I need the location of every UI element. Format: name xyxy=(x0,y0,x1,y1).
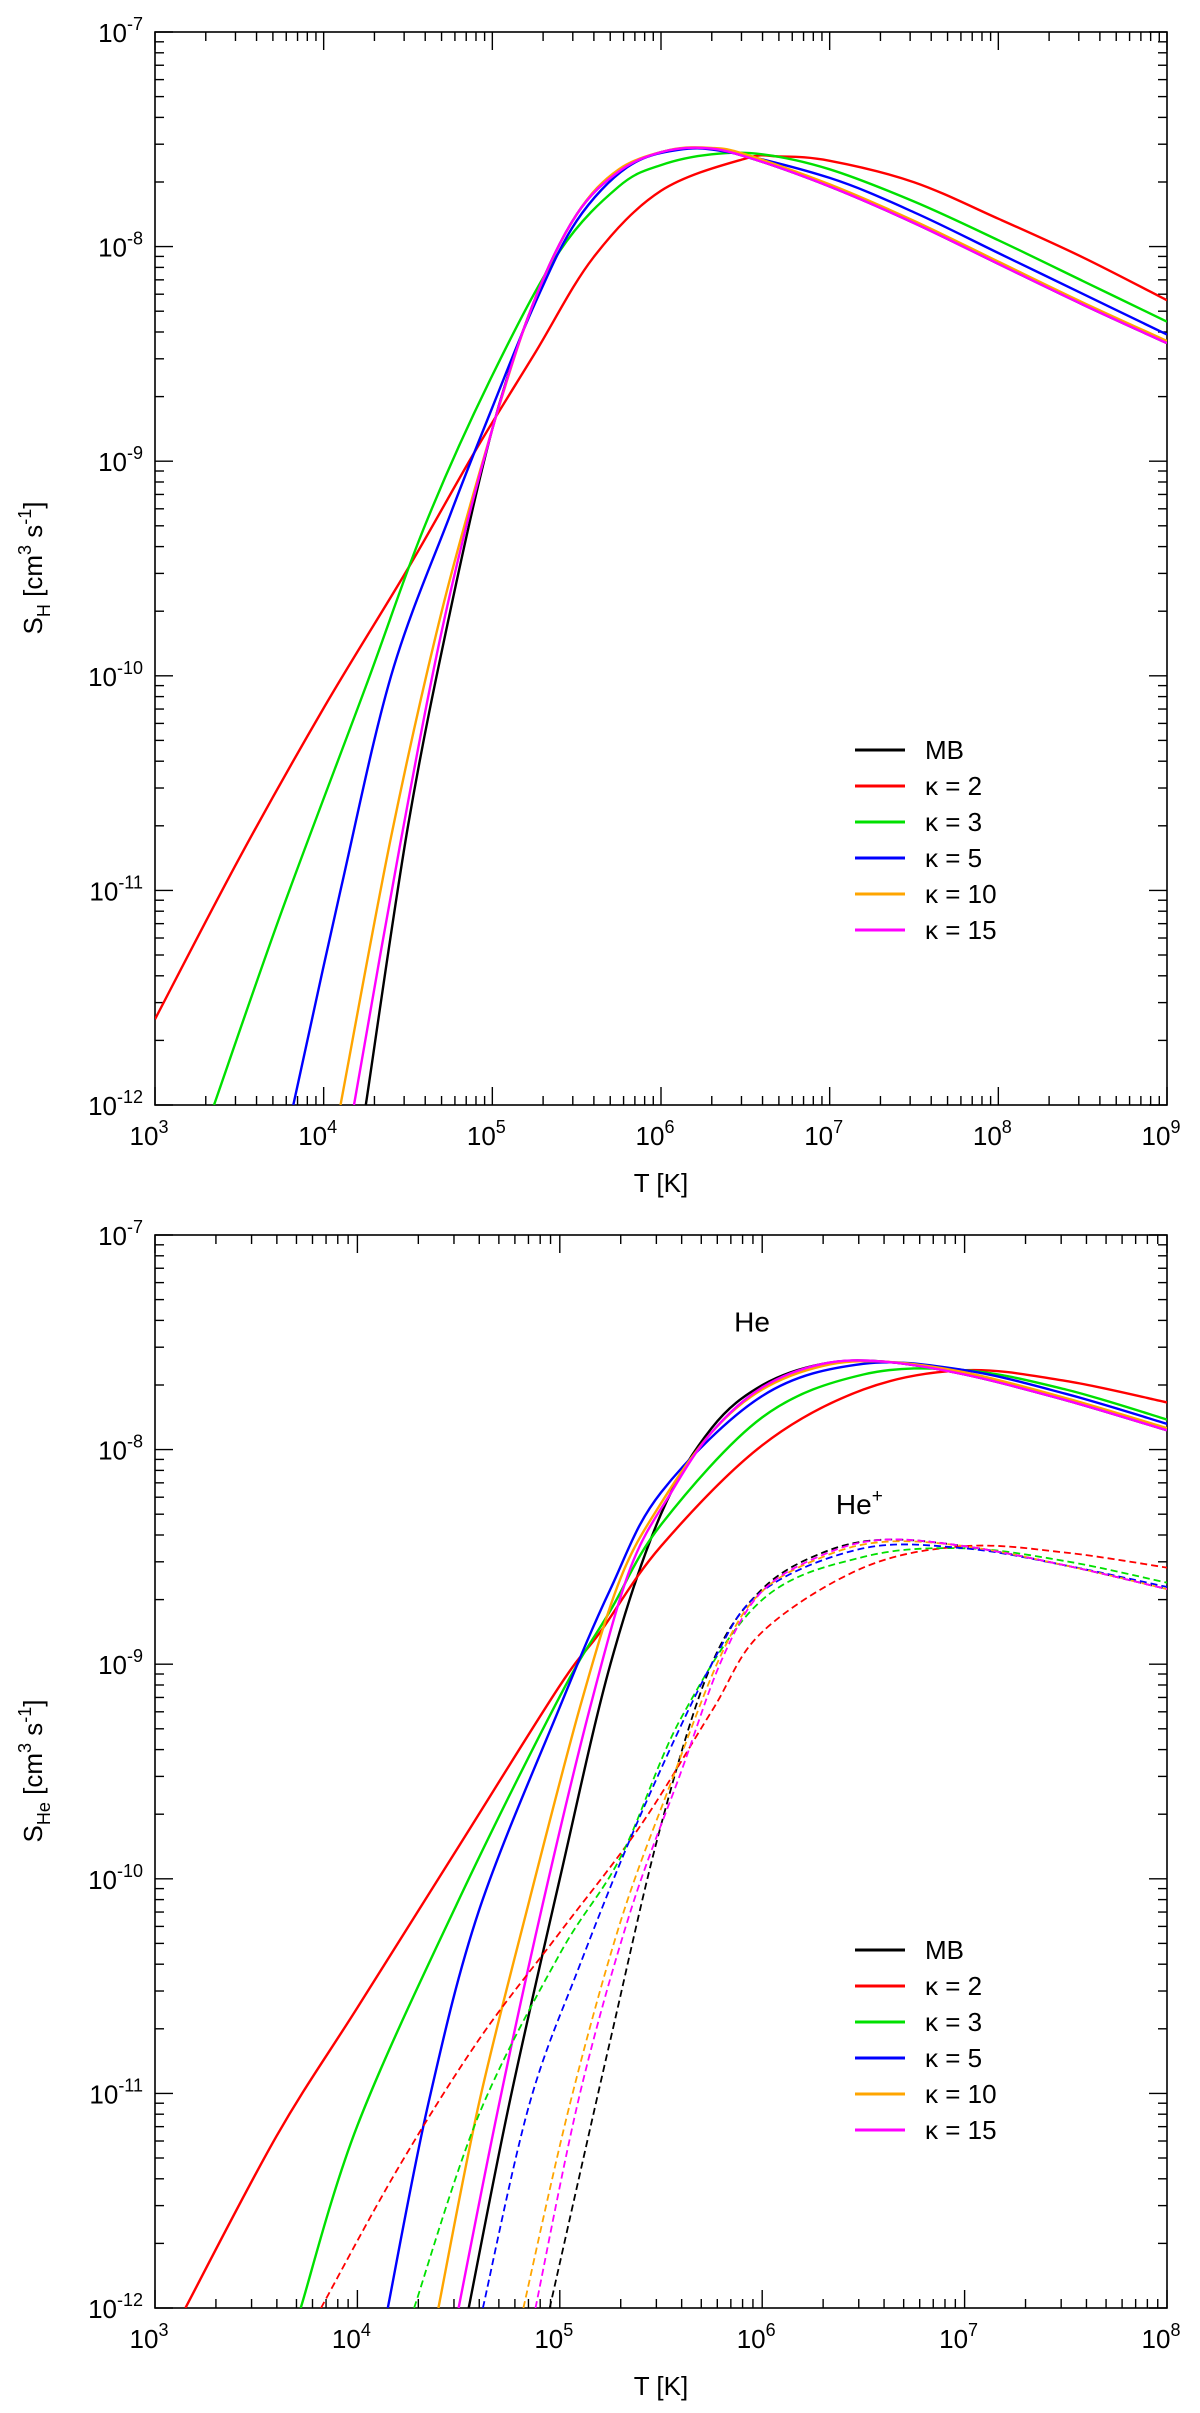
y-tick-label: 10-11 xyxy=(89,2075,143,2109)
x-axis-label: T [K] xyxy=(634,2371,688,2401)
series-line--5 xyxy=(292,147,1167,1105)
y-tick-label: 10-11 xyxy=(89,872,143,906)
series-line-he-2 xyxy=(184,1368,1167,2308)
y-tick-label: 10-12 xyxy=(88,2290,143,2324)
y-tick-label: 10-12 xyxy=(88,1087,143,1121)
legend-label: κ = 5 xyxy=(925,2043,982,2073)
legend-label: κ = 3 xyxy=(925,2007,982,2037)
y-tick-label: 10-7 xyxy=(98,14,143,48)
series-line-heplus-mb xyxy=(548,1538,1167,2308)
y-tick-label: 10-10 xyxy=(88,1861,143,1895)
legend-entry: κ = 15 xyxy=(855,915,997,945)
x-tick-label: 104 xyxy=(298,1117,337,1151)
plot-frame xyxy=(154,1234,1168,2309)
x-axis-label: T [K] xyxy=(634,1168,688,1198)
y-tick-label: 10-10 xyxy=(88,658,143,692)
legend-label: MB xyxy=(925,1935,964,1965)
y-axis-label: SH [cm3 s-1] xyxy=(15,502,54,635)
legend-label: κ = 3 xyxy=(925,807,982,837)
y-tick-label: 10-8 xyxy=(98,229,143,263)
x-tick-label: 104 xyxy=(332,2320,371,2354)
legend-entry: κ = 2 xyxy=(855,771,982,801)
legend-label: κ = 5 xyxy=(925,843,982,873)
x-tick-label: 105 xyxy=(534,2320,573,2354)
legend-label: κ = 10 xyxy=(925,2079,997,2109)
x-tick-label: 103 xyxy=(130,2320,169,2354)
y-tick-label: 10-9 xyxy=(98,443,143,477)
y-tick-label: 10-8 xyxy=(98,1432,143,1466)
legend-entry: κ = 5 xyxy=(855,2043,982,2073)
chart-panel-hydrogen: 103 104 105 106 107 108 109 10-12 10-11 10-10 10-… xyxy=(15,14,1180,1198)
series-line--3 xyxy=(212,151,1167,1105)
legend: MB κ = 2 κ = 3 κ = 5 κ = 10 κ = 15 xyxy=(855,1935,997,2145)
series-line--2 xyxy=(155,154,1167,1020)
x-tick-label: 105 xyxy=(467,1117,506,1151)
legend-label: κ = 2 xyxy=(925,1971,982,2001)
series-line--10 xyxy=(339,146,1167,1105)
series-line-he-3 xyxy=(299,1367,1167,2308)
series-line-he-10 xyxy=(437,1359,1167,2308)
legend-entry: MB xyxy=(855,1935,964,1965)
legend-label: κ = 15 xyxy=(925,2115,997,2145)
series-line-heplus-15 xyxy=(534,1538,1167,2308)
x-tick-label: 103 xyxy=(130,1117,169,1151)
series-line-mb xyxy=(364,146,1167,1105)
legend-entry: κ = 10 xyxy=(855,879,997,909)
series-line-he-5 xyxy=(386,1361,1167,2308)
legend-label: MB xyxy=(925,735,964,765)
x-tick-label: 109 xyxy=(1142,1117,1181,1151)
legend-entry: κ = 15 xyxy=(855,2115,997,2145)
series-line-heplus-5 xyxy=(482,1543,1167,2308)
series-line-heplus-2 xyxy=(320,1544,1167,2308)
series-line-he-mb xyxy=(467,1359,1167,2308)
legend-entry: MB xyxy=(855,735,964,765)
series-line-heplus-3 xyxy=(413,1547,1167,2308)
x-tick-label: 106 xyxy=(636,1117,675,1151)
x-tick-label: 108 xyxy=(1142,2320,1181,2354)
legend-entry: κ = 10 xyxy=(855,2079,997,2109)
legend-entry: κ = 2 xyxy=(855,1971,982,2001)
annotation-he: He xyxy=(734,1307,770,1338)
x-tick-label: 108 xyxy=(973,1117,1012,1151)
x-tick-label: 107 xyxy=(804,1117,843,1151)
legend: MB κ = 2 κ = 3 κ = 5 κ = 10 κ = 15 xyxy=(855,735,997,945)
legend-entry: κ = 5 xyxy=(855,843,982,873)
y-tick-label: 10-9 xyxy=(98,1646,143,1680)
x-tick-label: 106 xyxy=(737,2320,776,2354)
legend-entry: κ = 3 xyxy=(855,807,982,837)
legend-label: κ = 2 xyxy=(925,771,982,801)
x-tick-label: 107 xyxy=(939,2320,978,2354)
plot-frame xyxy=(154,31,1168,1106)
legend-label: κ = 10 xyxy=(925,879,997,909)
y-tick-label: 10-7 xyxy=(98,1217,143,1251)
chart-panel-helium: 103 104 105 106 107 108 10-12 10-11 10-10 10-9 10… xyxy=(15,1217,1180,2401)
legend-entry: κ = 3 xyxy=(855,2007,982,2037)
legend-label: κ = 15 xyxy=(925,915,997,945)
series-line-heplus-10 xyxy=(522,1540,1167,2308)
y-axis-label: SHe [cm3 s-1] xyxy=(15,1700,54,1843)
series-line-he-15 xyxy=(457,1359,1167,2308)
series-line--15 xyxy=(352,146,1167,1105)
annotation-he-plus: He+ xyxy=(836,1486,883,1520)
